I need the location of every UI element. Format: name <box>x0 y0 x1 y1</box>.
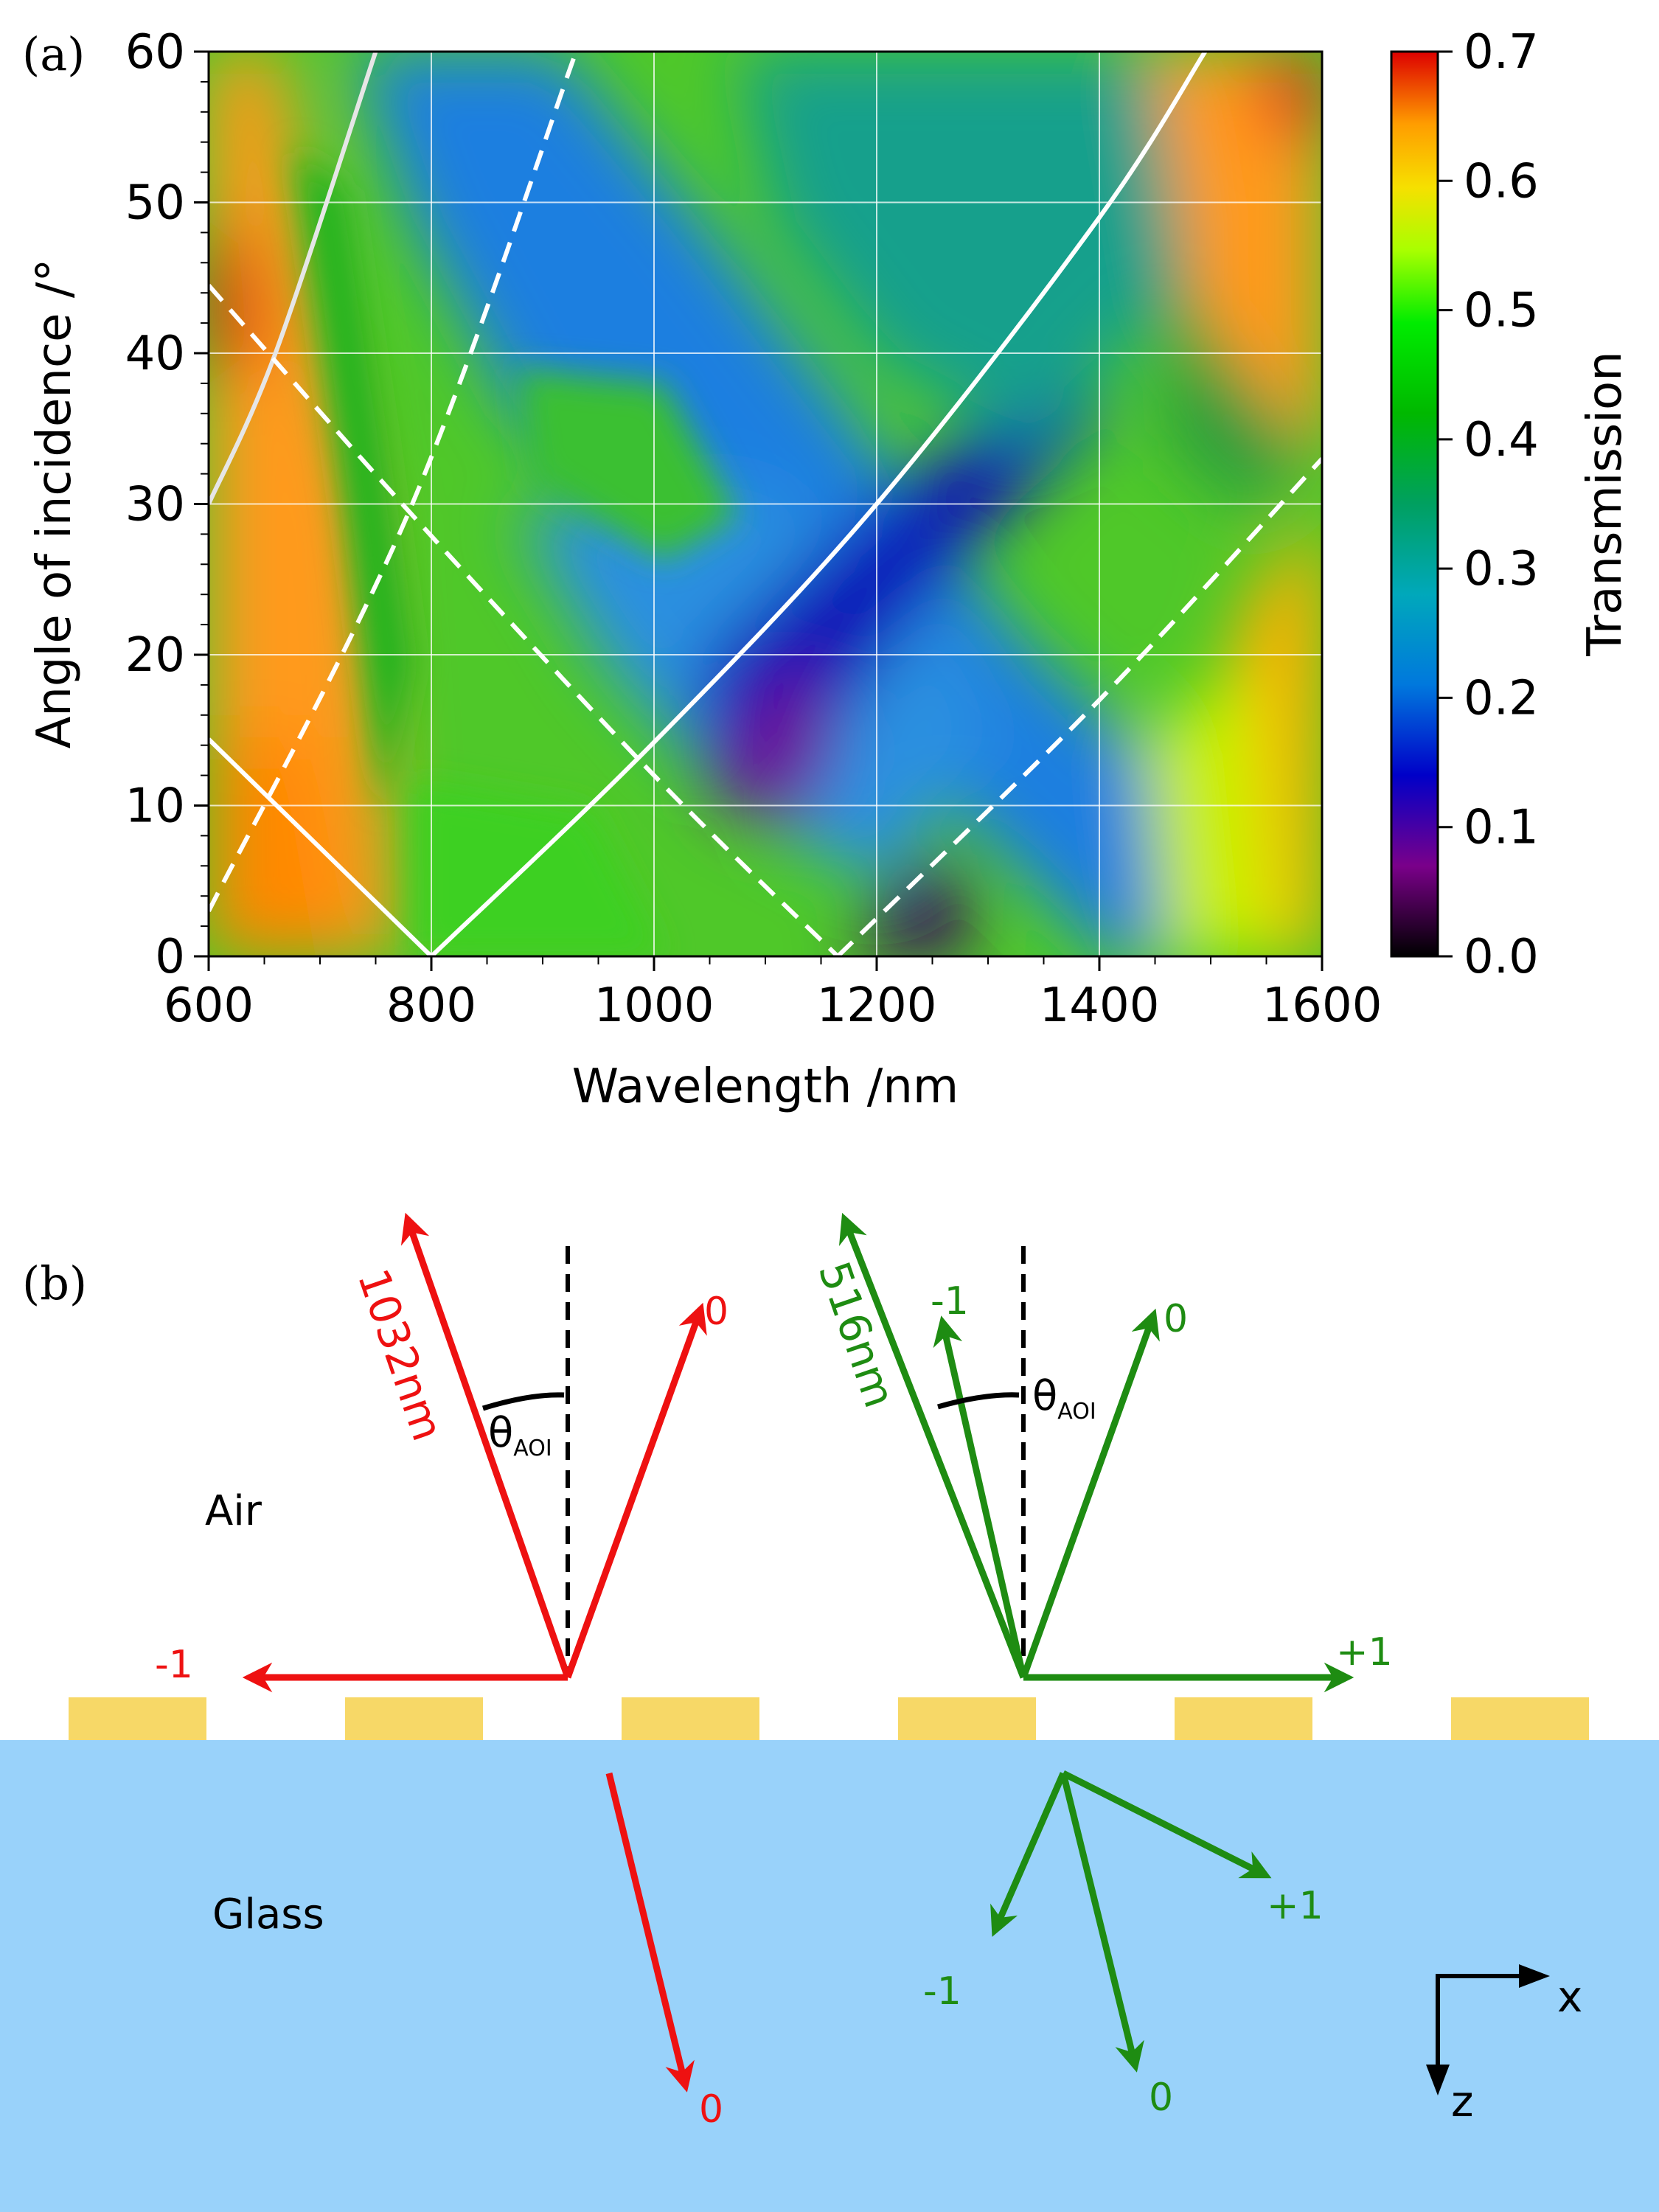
y-axis-label: Angle of incidence /° <box>27 259 82 749</box>
coordinate-axes <box>1426 1964 1550 2096</box>
colorbar-tick-label: 0.6 <box>1464 154 1539 209</box>
aoi-arc-green <box>937 1392 1020 1410</box>
y-tick-label: 10 <box>125 779 185 834</box>
x-tick-label: 1600 <box>1262 978 1382 1033</box>
green-transmitted-m1-label: -1 <box>923 1969 961 2014</box>
red-reflected-m1-label: -1 <box>155 1643 193 1687</box>
grating-bar <box>898 1697 1036 1740</box>
grating-bar <box>1175 1697 1312 1740</box>
x-tick-label: 1200 <box>817 978 937 1033</box>
x-axis-direction-label: x <box>1557 1972 1582 2022</box>
green-rays <box>838 1212 1354 2073</box>
theta-aoi-label-green: θAOI <box>1032 1372 1096 1425</box>
solid-white-2 <box>429 52 1207 956</box>
glass-label: Glass <box>212 1891 324 1938</box>
colorbar-tick-label: 0.7 <box>1464 25 1539 80</box>
z-axis-direction-label: z <box>1451 2076 1473 2126</box>
grating <box>69 1697 1589 1740</box>
red-reflected-0-ray <box>564 1302 707 1679</box>
green-reflected-0-label: 0 <box>1164 1297 1188 1341</box>
red-incident-ray <box>400 1212 571 1679</box>
grating-bar <box>622 1697 759 1740</box>
green-reflected-m1-ray <box>933 1315 1027 1678</box>
x-axis-label: Wavelength /nm <box>572 1060 959 1114</box>
x-tick-label: 600 <box>164 978 254 1033</box>
green-transmitted-0-label: 0 <box>1149 2076 1173 2120</box>
colorbar-tick-label: 0.3 <box>1464 542 1539 597</box>
aoi-arc-red <box>481 1392 565 1411</box>
red-transmitted-0-ray <box>605 1772 695 2093</box>
grating-bar <box>345 1697 483 1740</box>
y-tick-label: 30 <box>125 478 185 532</box>
colorbar-ticks: 0.0 0.1 0.2 0.3 0.4 0.5 0.6 0.7 <box>1438 25 1539 984</box>
colorbar-tick-label: 0.4 <box>1464 413 1539 467</box>
y-tick-label: 40 <box>125 327 185 381</box>
colorbar-tick-label: 0.5 <box>1464 284 1539 338</box>
grating-bar <box>1451 1697 1589 1740</box>
colorbar <box>1390 50 1439 958</box>
colorbar-tick-label: 0.2 <box>1464 671 1539 726</box>
x-tick-label: 1000 <box>594 978 714 1033</box>
panel-b-label: (b) <box>22 1256 87 1310</box>
green-transmitted-p1-ray <box>1061 1770 1272 1879</box>
red-rays <box>242 1212 707 2093</box>
overlay-lines <box>209 52 1322 956</box>
colorbar-label: Transmission <box>1578 351 1632 656</box>
theta-aoi-label-red: θAOI <box>488 1409 552 1461</box>
dashed-white-2 <box>209 52 579 912</box>
solid-light-1 <box>209 52 378 505</box>
red-transmitted-0-label: 0 <box>699 2087 723 2132</box>
panel-a-label: (a) <box>22 27 85 81</box>
x-tick-label: 1400 <box>1040 978 1160 1033</box>
green-reflected-m1-label: -1 <box>931 1279 969 1324</box>
green-transmitted-0-ray <box>1060 1772 1144 2073</box>
y-tick-label: 0 <box>155 930 185 984</box>
y-tick-label: 60 <box>125 25 185 80</box>
y-tick-label: 20 <box>125 628 185 683</box>
solid-white-1 <box>209 737 434 956</box>
green-transmitted-m1-ray <box>990 1772 1067 1937</box>
colorbar-tick-label: 0.1 <box>1464 801 1539 855</box>
x-tick-label: 800 <box>386 978 476 1033</box>
green-incident-ray <box>838 1212 1027 1679</box>
air-label: Air <box>205 1487 262 1535</box>
green-reflected-0-ray <box>1020 1308 1160 1679</box>
dashed-white-1 <box>209 283 840 956</box>
dashed-white-3 <box>836 457 1322 956</box>
colorbar-tick-label: 0.0 <box>1464 930 1539 984</box>
red-wavelength-label: 1032nm <box>348 1262 453 1447</box>
green-reflected-p1-label: +1 <box>1336 1630 1393 1674</box>
green-transmitted-p1-label: +1 <box>1267 1884 1324 1928</box>
glass-substrate <box>0 1740 1659 2212</box>
y-tick-label: 50 <box>125 176 185 231</box>
grating-bar <box>69 1697 206 1740</box>
axes: 600 800 1000 1200 1400 1600 0 10 20 30 40 50 60 <box>125 25 1382 1033</box>
red-reflected-0-label: 0 <box>704 1290 728 1334</box>
